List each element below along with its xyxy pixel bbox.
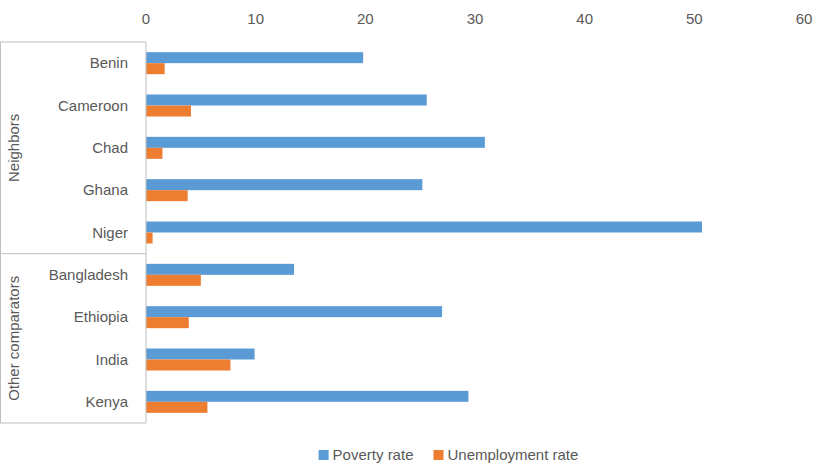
tick-label: 0 (142, 10, 150, 27)
category-label: Niger (92, 224, 128, 241)
tick-label: 30 (467, 10, 484, 27)
category-label: Bangladesh (49, 266, 128, 283)
category-label: Kenya (85, 393, 128, 410)
legend-item: Unemployment rate (433, 446, 578, 463)
bar (146, 360, 230, 371)
category-label: India (95, 351, 128, 368)
tick-label: 50 (686, 10, 703, 27)
legend-label: Poverty rate (333, 446, 414, 463)
tick-label: 40 (576, 10, 593, 27)
bar (146, 179, 422, 190)
bar (146, 306, 442, 317)
category-label: Ethiopia (74, 308, 129, 325)
bar (146, 349, 255, 360)
group-separator (0, 253, 146, 254)
bar (146, 63, 165, 74)
axis-line (146, 42, 147, 423)
group-separator (0, 423, 146, 424)
category-label: Ghana (83, 181, 129, 198)
bar (146, 222, 702, 233)
bars (146, 52, 702, 413)
bar (146, 137, 485, 148)
category-label: Chad (92, 139, 128, 156)
group-border (0, 42, 1, 423)
legend-swatch (319, 450, 329, 460)
tick-label: 10 (247, 10, 264, 27)
tick-label: 60 (796, 10, 813, 27)
legend-label: Unemployment rate (447, 446, 578, 463)
group-separator (0, 42, 146, 43)
bar (146, 106, 191, 117)
bar (146, 233, 153, 244)
bar (146, 391, 468, 402)
group-label: Other comparators (5, 276, 22, 401)
bar (146, 52, 363, 63)
group-label: Neighbors (5, 114, 22, 182)
bar (146, 148, 162, 159)
category-label: Benin (90, 54, 128, 71)
legend-swatch (433, 450, 443, 460)
bar (146, 190, 188, 201)
legend: Poverty rate Unemployment rate (319, 446, 579, 463)
chart: 0 10 20 30 40 50 60 Benin Cameroon Chad Ghana Niger… (0, 0, 827, 476)
legend-item: Poverty rate (319, 446, 414, 463)
bar (146, 402, 207, 413)
category-label: Cameroon (58, 97, 128, 114)
bar (146, 95, 427, 106)
bar (146, 275, 201, 286)
bar (146, 264, 294, 275)
bar (146, 317, 189, 328)
tick-label: 20 (357, 10, 374, 27)
